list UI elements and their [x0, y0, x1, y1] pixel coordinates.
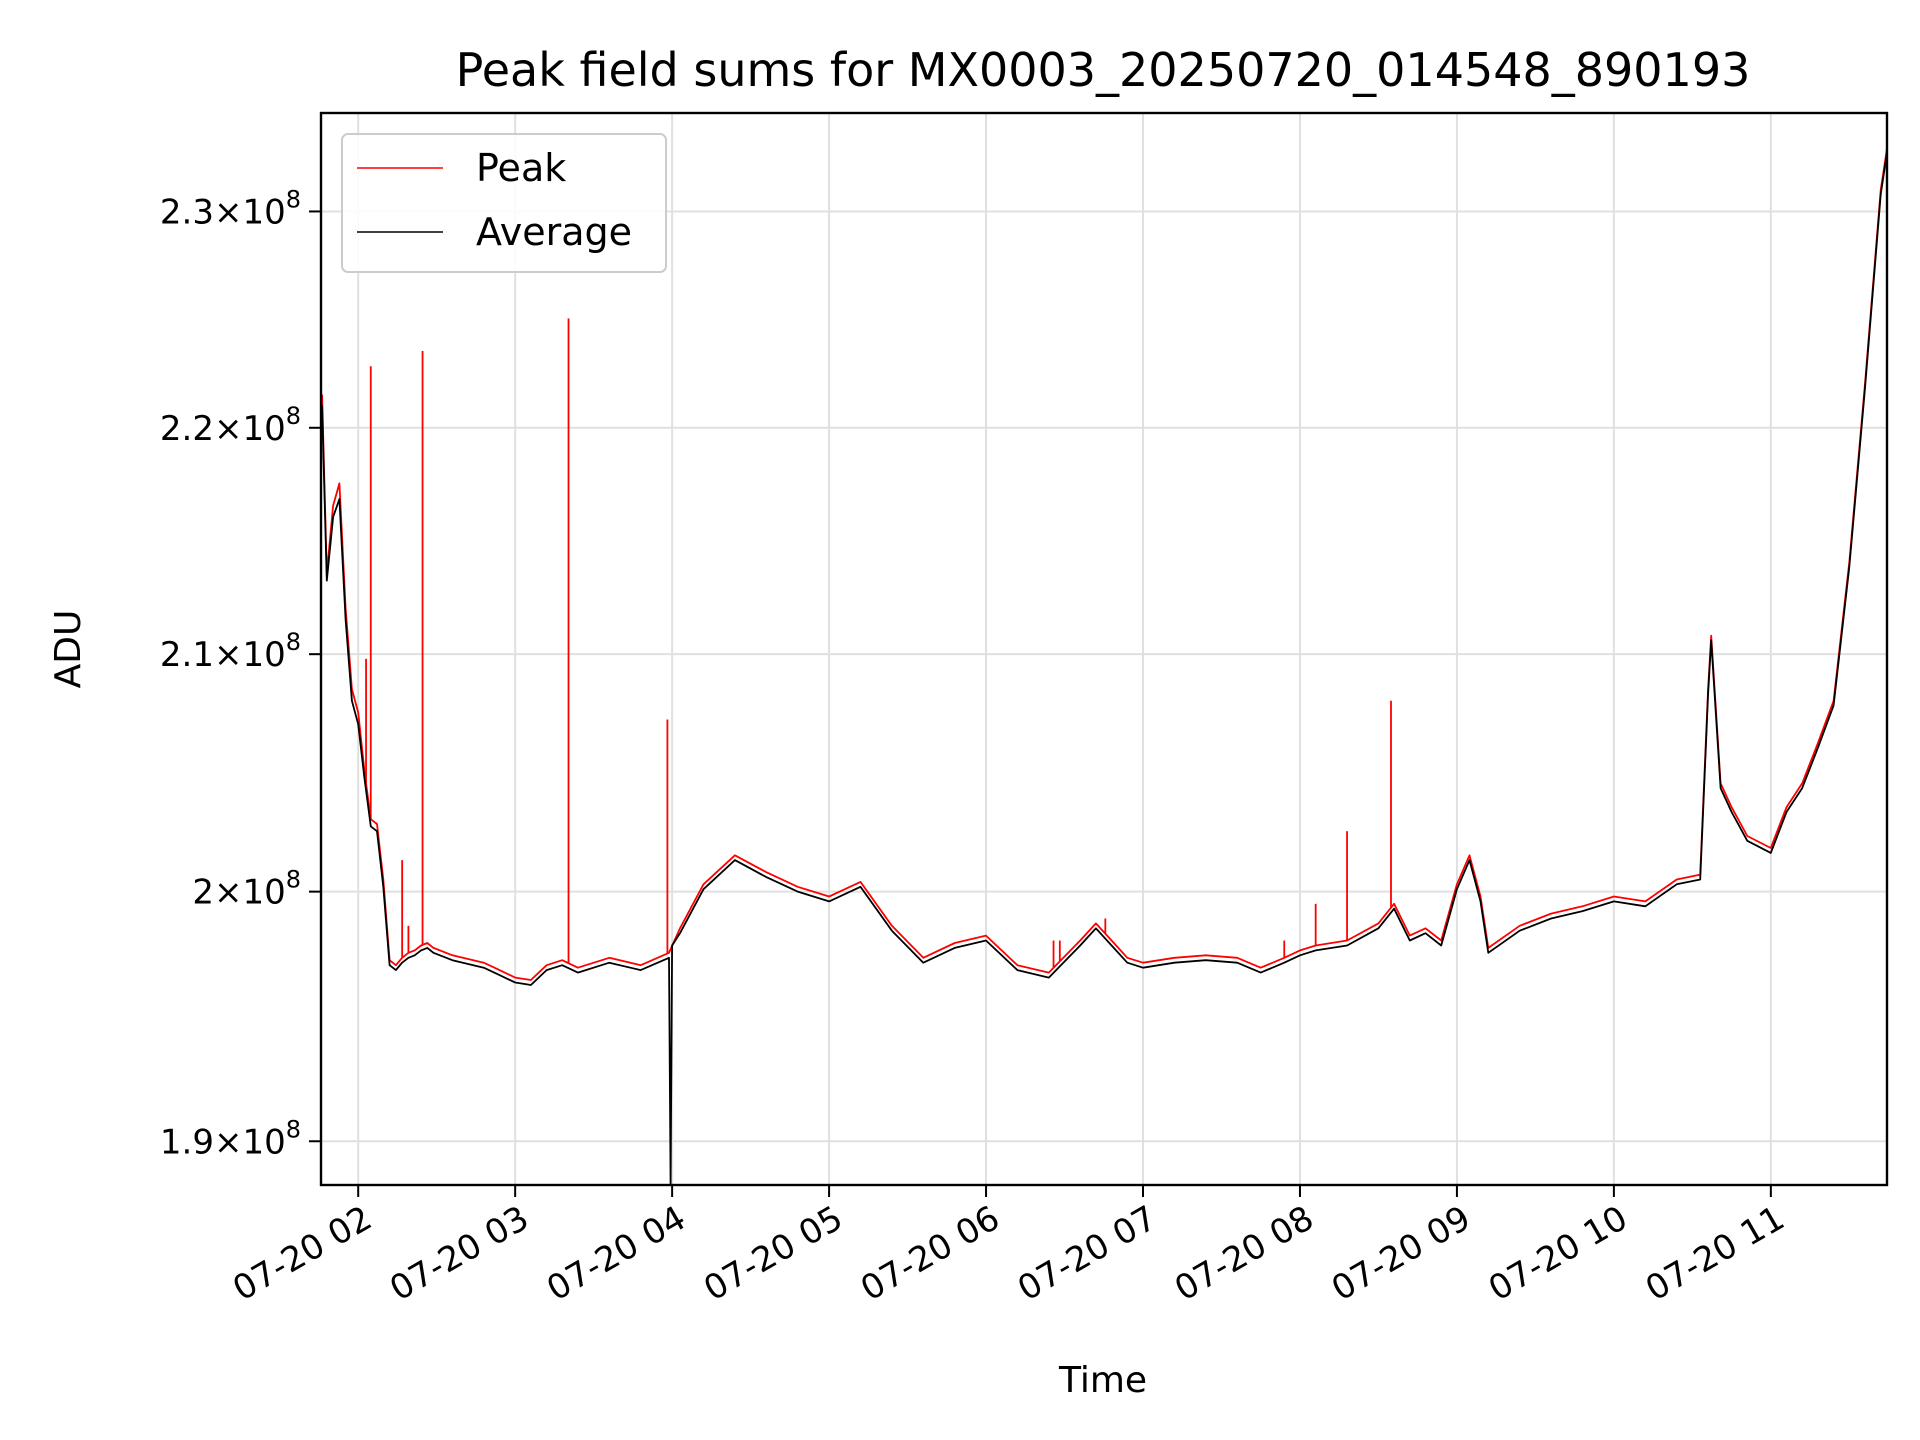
y-tick-label: 2.1×108 — [160, 628, 301, 675]
series-line-average — [321, 152, 1887, 1185]
y-tick-exponent: 8 — [286, 866, 301, 894]
y-tick-times-ten: ×10 — [214, 873, 286, 913]
y-tick-label: 2.3×108 — [160, 185, 301, 232]
y-tick-exponent: 8 — [286, 402, 301, 430]
y-tick-exponent: 8 — [286, 1115, 301, 1143]
y-tick-mantissa: 2 — [192, 873, 214, 913]
series-layer — [321, 148, 1887, 1185]
y-tick-times-ten: ×10 — [214, 1122, 286, 1162]
y-tick-label: 1.9×108 — [160, 1115, 301, 1162]
y-tick-exponent: 8 — [286, 185, 301, 213]
y-tick-mantissa: 2.3 — [160, 192, 214, 232]
y-tick-times-ten: ×10 — [214, 409, 286, 449]
y-tick-exponent: 8 — [286, 628, 301, 656]
y-axis-label: ADU — [48, 610, 89, 689]
grid — [321, 113, 1887, 1185]
x-axis-label: Time — [1058, 1360, 1147, 1401]
plot-frame — [319, 111, 1889, 1187]
legend-label-average: Average — [476, 210, 632, 254]
y-tick-label: 2.2×108 — [160, 402, 301, 449]
y-tick-times-ten: ×10 — [214, 192, 286, 232]
y-tick-times-ten: ×10 — [214, 635, 286, 675]
y-tick-mantissa: 2.1 — [160, 635, 214, 675]
series-line-peak — [321, 148, 1887, 981]
legend-label-peak: Peak — [476, 146, 566, 190]
chart-title: Peak field sums for MX0003_20250720_0145… — [456, 43, 1751, 97]
y-tick-label: 2×108 — [192, 866, 301, 913]
y-tick-mantissa: 2.2 — [160, 409, 214, 449]
y-tick-mantissa: 1.9 — [160, 1122, 214, 1162]
legend: Peak Average — [341, 133, 667, 273]
